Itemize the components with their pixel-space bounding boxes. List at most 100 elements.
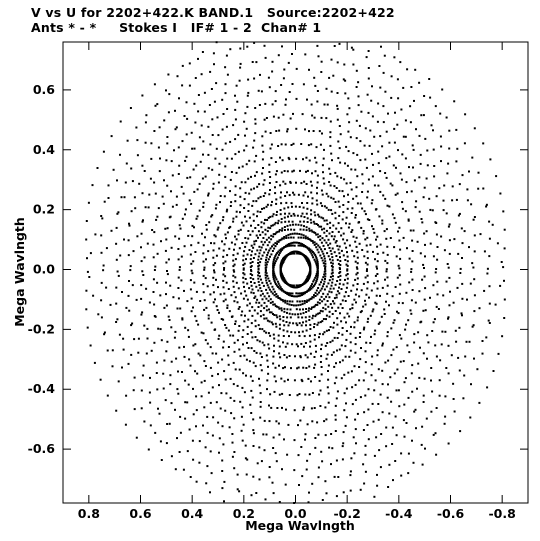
uv-point: [356, 316, 359, 319]
uv-point: [370, 335, 372, 338]
uv-point: [323, 103, 326, 106]
uv-point: [346, 239, 349, 242]
uv-point: [414, 68, 417, 71]
uv-point: [244, 181, 247, 184]
uv-point: [315, 262, 318, 265]
uv-point: [306, 423, 309, 426]
uv-point: [248, 302, 251, 305]
uv-point: [205, 482, 208, 485]
uv-point: [282, 300, 285, 303]
data-points: [85, 41, 506, 504]
uv-point: [236, 384, 239, 387]
uv-point: [265, 117, 268, 119]
uv-point: [142, 219, 144, 222]
uv-point: [352, 436, 355, 439]
uv-point: [177, 248, 180, 250]
uv-point: [384, 259, 387, 262]
uv-point: [430, 410, 433, 413]
x-tick-label: 0.0: [284, 506, 306, 521]
uv-point: [400, 337, 403, 340]
uv-point: [252, 219, 255, 222]
uv-point: [398, 226, 401, 229]
uv-point: [318, 393, 321, 396]
uv-point: [277, 282, 280, 285]
uv-point: [277, 253, 280, 256]
uv-point: [85, 289, 88, 292]
uv-point: [141, 94, 144, 97]
uv-point: [390, 354, 393, 357]
uv-point: [373, 389, 376, 392]
uv-point: [376, 252, 379, 255]
uv-point: [364, 470, 367, 473]
uv-point: [256, 215, 258, 218]
uv-point: [245, 473, 248, 476]
uv-point: [234, 296, 237, 299]
uv-point: [221, 459, 224, 462]
uv-point: [204, 365, 207, 367]
uv-point: [316, 259, 319, 262]
uv-point: [298, 322, 301, 325]
uv-point: [244, 444, 247, 447]
uv-point: [339, 270, 342, 273]
uv-point: [264, 498, 267, 501]
uv-point: [348, 315, 351, 318]
uv-point: [411, 239, 414, 242]
uv-point: [251, 379, 254, 382]
uv-point: [207, 167, 210, 170]
uv-point: [266, 359, 269, 362]
uv-point: [461, 174, 464, 177]
uv-point: [232, 280, 235, 283]
uv-point: [332, 238, 335, 241]
uv-point: [221, 425, 224, 428]
uv-point: [259, 73, 261, 76]
uv-point: [279, 272, 282, 275]
uv-point: [426, 334, 429, 337]
uv-point: [323, 227, 326, 230]
uv-point: [97, 313, 100, 316]
uv-point: [256, 185, 259, 188]
uv-point: [337, 276, 340, 278]
uv-point: [274, 192, 277, 195]
uv-point: [207, 194, 210, 197]
uv-point: [280, 307, 283, 310]
uv-point: [295, 304, 298, 307]
uv-point: [270, 311, 273, 314]
uv-point: [483, 289, 486, 292]
uv-point: [236, 473, 239, 476]
uv-point: [333, 336, 336, 339]
uv-point: [322, 318, 325, 320]
uv-point: [369, 243, 372, 246]
uv-point: [495, 175, 498, 178]
uv-point: [246, 341, 248, 344]
uv-point: [222, 262, 225, 265]
uv-point: [116, 270, 119, 273]
uv-point: [330, 272, 333, 275]
uv-point: [356, 256, 359, 259]
uv-point: [406, 344, 409, 347]
uv-point: [155, 372, 158, 374]
uv-point: [381, 383, 384, 386]
uv-point: [289, 294, 292, 297]
uv-point: [283, 310, 286, 313]
uv-point: [337, 157, 340, 160]
uv-point: [275, 325, 278, 328]
uv-point: [366, 274, 369, 277]
uv-point: [430, 379, 432, 382]
uv-point: [327, 195, 330, 198]
uv-point: [270, 238, 273, 241]
uv-point: [202, 424, 204, 427]
uv-point: [364, 276, 367, 279]
uv-point: [401, 302, 404, 305]
uv-point: [219, 195, 222, 197]
uv-point: [354, 418, 357, 421]
uv-point: [292, 286, 295, 289]
uv-point: [218, 162, 221, 165]
uv-point: [85, 220, 88, 222]
uv-point: [221, 128, 224, 131]
uv-point: [346, 207, 349, 210]
uv-point: [294, 250, 297, 253]
uv-point: [279, 268, 282, 271]
uv-point: [347, 130, 350, 133]
uv-point: [358, 336, 361, 338]
uv-point: [313, 338, 316, 341]
